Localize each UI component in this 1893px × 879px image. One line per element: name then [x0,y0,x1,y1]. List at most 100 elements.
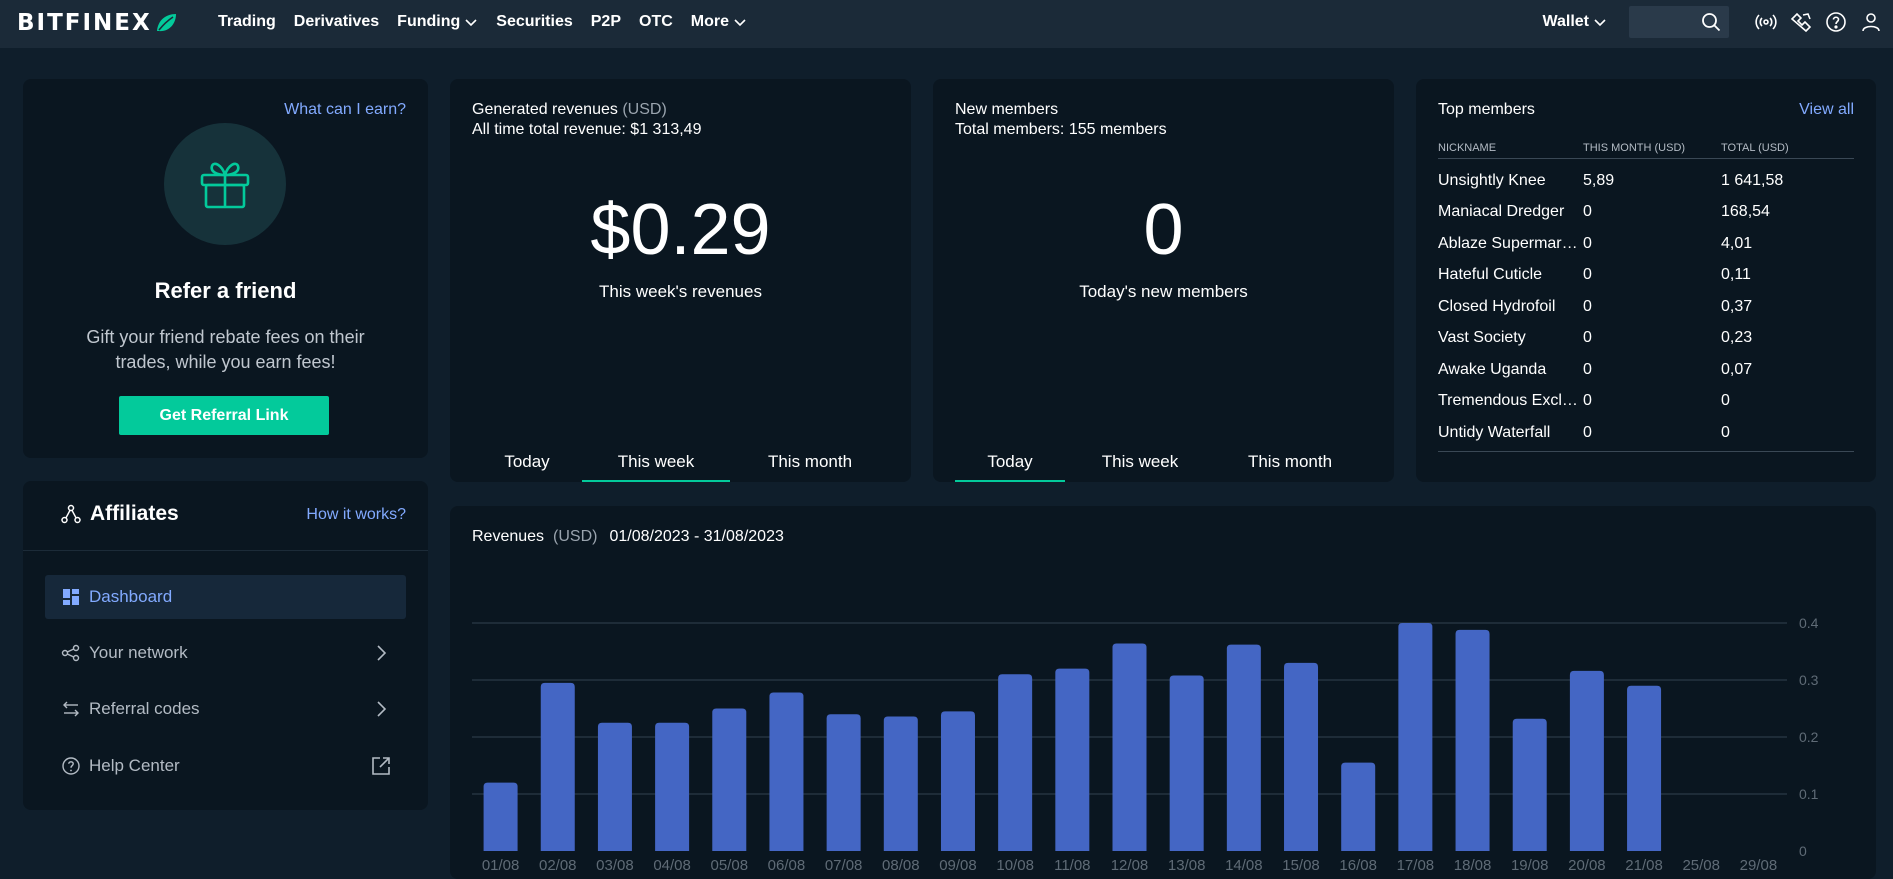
bar-21-08[interactable] [1627,685,1662,851]
x-tick-label: 09/08 [939,857,977,874]
bar-19-08[interactable] [1512,718,1547,851]
help-icon[interactable] [1824,10,1848,34]
cell-total: 4,01 [1721,234,1753,252]
cell-nickname: Awake Uganda [1438,360,1547,378]
nav-link-securities[interactable]: Securities [496,13,572,31]
search-input[interactable] [1629,6,1729,38]
bar-13-08[interactable] [1169,675,1204,851]
tab-today[interactable]: Today [955,444,1065,482]
bar-16-08[interactable] [1341,762,1376,851]
tab-label: This week [617,452,695,471]
revenues-tabs: Today This week This month [472,444,890,482]
table-row[interactable]: Closed Hydrofoil 0 0,37 [1438,291,1854,323]
wallet-menu[interactable]: Wallet [1542,13,1607,31]
nav-link-label: P2P [590,13,621,30]
revenue-bar-chart: 0 0.1 0.2 0.3 0.4 01/08 02/08 03/08 04/08 05/08 06… [472,615,1819,874]
cell-total: 1 641,58 [1721,171,1784,189]
menu-item-dashboard[interactable]: Dashboard [45,575,406,619]
revenues-unit: (USD) [622,101,667,118]
bar-14-08[interactable] [1226,644,1261,851]
cell-this-month: 0 [1583,266,1592,284]
what-can-i-earn-link[interactable]: What can I earn? [284,101,406,118]
table-row[interactable]: Untidy Waterfall 0 0 [1438,417,1854,449]
revenues-title: Generated revenues [472,101,618,118]
header-total: TOTAL (USD) [1721,141,1789,154]
menu-item-referral-codes[interactable]: Referral codes [45,687,406,731]
refer-title: Refer a friend [154,278,297,303]
menu-item-help-center[interactable]: Help Center [45,744,406,788]
table-header: NICKNAME THIS MONTH (USD) TOTAL (USD) [1438,137,1854,159]
nav-link-trading[interactable]: Trading [218,13,276,31]
tab-this-month[interactable]: This month [730,444,890,482]
nav-link-more[interactable]: More [691,13,747,31]
nav-link-label: Securities [496,13,573,30]
nav-link-derivatives[interactable]: Derivatives [294,13,379,31]
bar-17-08[interactable] [1398,623,1433,851]
how-it-works-link[interactable]: How it works? [306,506,406,523]
table-body: Unsightly Knee 5,89 1 641,58 Maniacal Dredg… [1438,159,1854,452]
bar-18-08[interactable] [1455,629,1490,851]
get-referral-link-button[interactable]: Get Referral Link [119,396,329,435]
bitfinex-logo[interactable]: BITFINEX [17,10,178,36]
bar-02-08[interactable] [540,682,575,851]
tab-label: This week [1101,452,1179,471]
nav-link-label: Funding [397,13,461,30]
tab-label: This month [1247,452,1333,471]
bar-11-08[interactable] [1055,668,1090,851]
menu-item-your-network[interactable]: Your network [45,631,406,675]
bar-01-08[interactable] [483,782,518,851]
revenues-total: All time total revenue: $1 313,49 [472,121,702,138]
cell-nickname: Ablaze Supermarket [1438,234,1583,252]
x-tick-label: 29/08 [1740,857,1778,874]
bar-07-08[interactable] [826,714,861,851]
tab-this-week[interactable]: This week [1065,444,1215,482]
cell-this-month: 0 [1583,329,1592,347]
menu-item-label: Referral codes [89,699,200,718]
affiliates-title: Affiliates [61,502,179,526]
bar-04-08[interactable] [655,722,690,851]
bar-09-08[interactable] [940,711,975,851]
nav-link-funding[interactable]: Funding [397,13,478,31]
bar-08-08[interactable] [883,716,918,851]
table-row[interactable]: Unsightly Knee 5,89 1 641,58 [1438,165,1854,197]
table-row[interactable]: Ablaze Supermarket 0 4,01 [1438,228,1854,260]
x-tick-label: 03/08 [596,857,634,874]
members-caption: Today's new members [1079,282,1248,301]
tab-label: Today [987,452,1033,471]
cell-total: 0 [1721,392,1730,410]
nav-link-otc[interactable]: OTC [639,13,673,31]
cell-total: 0 [1721,423,1730,441]
x-tick-label: 06/08 [768,857,806,874]
tab-today[interactable]: Today [472,444,582,482]
broadcast-icon[interactable] [1754,10,1778,34]
view-all-link[interactable]: View all [1799,101,1854,118]
x-tick-label: 12/08 [1111,857,1149,874]
user-icon[interactable] [1859,10,1883,34]
tab-this-week[interactable]: This week [582,444,730,482]
table-row[interactable]: Maniacal Dredger 0 168,54 [1438,197,1854,229]
cell-nickname: Untidy Waterfall [1438,423,1551,441]
search-icon[interactable] [1701,12,1721,32]
table-row[interactable]: Tremendous Exclusive00 [1438,386,1854,418]
handshake-icon[interactable] [1789,10,1813,34]
bar-10-08[interactable] [998,674,1033,851]
bar-15-08[interactable] [1284,662,1319,851]
bar-03-08[interactable] [597,722,632,851]
cell-nickname: Unsightly Knee [1438,171,1546,189]
bar-05-08[interactable] [712,708,747,852]
bar-06-08[interactable] [769,692,804,851]
members-total: Total members: 155 members [955,121,1167,138]
x-tick-label: 13/08 [1168,857,1206,874]
table-row[interactable]: Hateful Cuticle 0 0,11 [1438,260,1854,292]
members-value: 0 [1143,190,1184,270]
tab-label: This month [767,452,853,471]
bar-12-08[interactable] [1112,643,1147,851]
chart-date-range[interactable]: 01/08/2023 - 31/08/2023 [609,528,784,545]
tab-this-month[interactable]: This month [1215,444,1365,482]
network-icon [61,644,80,662]
cell-this-month: 0 [1583,423,1592,441]
table-row[interactable]: Vast Society 0 0,23 [1438,323,1854,355]
bar-20-08[interactable] [1569,670,1604,851]
nav-link-p2p[interactable]: P2P [591,13,621,31]
table-row[interactable]: Awake Uganda 0 0,07 [1438,354,1854,386]
